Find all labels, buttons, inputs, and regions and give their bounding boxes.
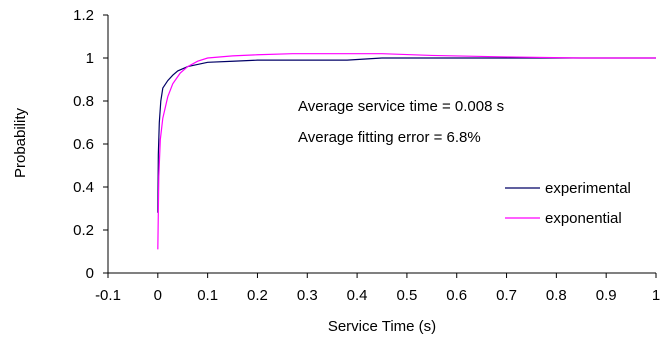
y-tick-label: 0.8 (73, 93, 94, 110)
series-line-experimental (157, 57, 656, 213)
y-tick-label: 0.4 (73, 179, 94, 196)
legend-label-experimental: experimental (545, 180, 631, 197)
x-tick-label: -0.1 (95, 287, 121, 304)
labels-layer: -0.1 0 0.1 0.2 0.3 0.4 0.5 0.6 0.7 0.8 0.9 100.20.4… (73, 7, 660, 304)
x-tick-label: 0.2 (247, 287, 268, 304)
y-tick-label: 0.6 (73, 136, 94, 153)
x-tick-label: 0.6 (446, 287, 467, 304)
x-tick-label: 0 (154, 287, 162, 304)
y-axis-title: Probability (12, 107, 29, 178)
x-tick-label: 0.5 (396, 287, 417, 304)
x-tick-label: 0.4 (347, 287, 368, 304)
y-tick-label: 1.2 (73, 7, 94, 24)
x-tick-label: 0.7 (496, 287, 517, 304)
y-tick-label: 0 (86, 265, 94, 282)
x-tick-label: 1 (652, 287, 660, 304)
legend: experimental exponential (505, 180, 631, 227)
series-layer (157, 53, 656, 250)
x-axis-title: Service Time (s) (328, 318, 436, 335)
axes (103, 14, 657, 278)
x-tick-label: 0.8 (546, 287, 567, 304)
series-line-exponential (157, 53, 656, 250)
x-tick-label: 0.3 (297, 287, 318, 304)
x-tick-label: 0.1 (197, 287, 218, 304)
annotation-fitting-error: Average fitting error = 6.8% (298, 129, 481, 146)
x-tick-label: 0.9 (596, 287, 617, 304)
y-tick-label: 0.2 (73, 222, 94, 239)
legend-label-exponential: exponential (545, 210, 622, 227)
y-tick-label: 1 (86, 50, 94, 67)
annotation-service-time: Average service time = 0.008 s (298, 98, 504, 115)
